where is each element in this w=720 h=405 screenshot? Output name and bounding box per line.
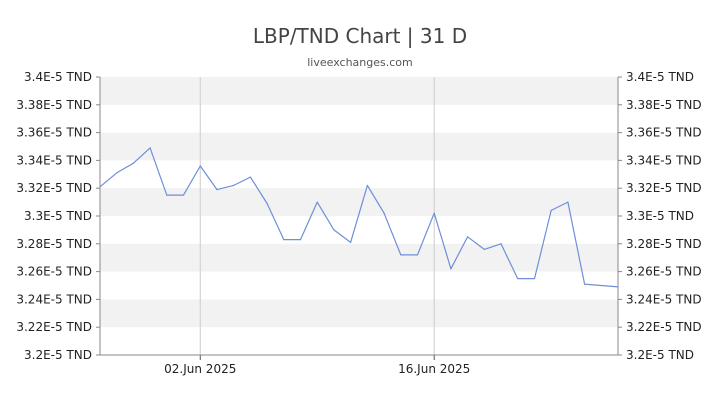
data-point <box>383 212 385 214</box>
data-point <box>132 162 135 164</box>
data-point <box>600 284 602 287</box>
data-point <box>416 254 419 256</box>
data-point <box>233 184 235 187</box>
y-axis-labels-left: 3.4E-5 TND 3.38E-5 TND 3.36E-5 TND 3.34E-5 … <box>16 70 100 362</box>
data-point <box>450 268 452 270</box>
data-point <box>350 241 352 244</box>
data-point <box>166 194 168 196</box>
y-tick-label-left: 3.36E-5 TND <box>16 126 92 140</box>
data-point <box>99 186 101 188</box>
data-point <box>249 176 251 178</box>
data-point <box>500 243 502 245</box>
data-point <box>517 277 519 280</box>
data-point <box>283 239 285 241</box>
vertical-gridlines <box>199 77 435 360</box>
data-point <box>567 201 569 203</box>
data-point <box>366 184 368 187</box>
y-tick-label-right: 3.24E-5 TND <box>626 292 702 306</box>
series <box>99 147 619 288</box>
grid-band <box>100 132 618 161</box>
y-tick-label-left: 3.26E-5 TND <box>16 265 92 279</box>
data-point <box>617 286 619 288</box>
data-point <box>266 202 268 205</box>
grid-bands <box>100 77 618 328</box>
y-tick-label-right: 3.28E-5 TND <box>626 237 702 251</box>
y-tick-label-right: 3.38E-5 TND <box>626 98 702 112</box>
y-tick-label-left: 3.28E-5 TND <box>16 237 92 251</box>
y-tick-label-left: 3.24E-5 TND <box>16 292 92 306</box>
grid-band <box>100 77 618 105</box>
data-point <box>182 194 185 196</box>
y-tick-label-left: 3.32E-5 TND <box>16 181 92 195</box>
chart-title: LBP/TND Chart | 31 D <box>252 24 468 48</box>
data-point <box>299 239 302 241</box>
grid-band <box>100 188 618 216</box>
data-point <box>467 236 469 238</box>
data-point <box>199 165 201 167</box>
x-tick-label: 16.Jun 2025 <box>398 362 470 376</box>
y-tick-label-left: 3.4E-5 TND <box>24 70 92 84</box>
y-axis-labels-right: 3.4E-5 TND 3.38E-5 TND 3.36E-5 TND 3.34E-5 … <box>618 70 702 362</box>
y-tick-label-right: 3.32E-5 TND <box>626 181 702 195</box>
data-point <box>433 212 435 214</box>
data-point <box>550 209 552 212</box>
data-point <box>316 201 318 203</box>
data-point <box>216 188 218 191</box>
data-point <box>583 283 586 285</box>
data-point <box>333 229 335 231</box>
y-tick-label-right: 3.2E-5 TND <box>626 348 694 362</box>
y-tick-label-right: 3.34E-5 TND <box>626 153 702 167</box>
x-tick-label: 02.Jun 2025 <box>164 362 236 376</box>
data-point <box>149 147 151 149</box>
x-axis-labels: 02.Jun 2025 16.Jun 2025 <box>164 362 470 376</box>
y-tick-label-right: 3.22E-5 TND <box>626 320 702 334</box>
data-point <box>400 254 402 256</box>
y-tick-label-left: 3.3E-5 TND <box>24 209 92 223</box>
y-tick-label-left: 3.2E-5 TND <box>24 348 92 362</box>
y-tick-label-right: 3.3E-5 TND <box>626 209 694 223</box>
y-tick-label-left: 3.34E-5 TND <box>16 153 92 167</box>
series-line <box>99 147 619 288</box>
y-tick-label-right: 3.36E-5 TND <box>626 126 702 140</box>
y-tick-label-left: 3.22E-5 TND <box>16 320 92 334</box>
grid-band <box>100 243 618 272</box>
y-tick-label-left: 3.38E-5 TND <box>16 98 92 112</box>
grid-band <box>100 299 618 328</box>
data-point <box>533 277 536 280</box>
chart-subtitle: liveexchanges.com <box>307 56 413 69</box>
y-tick-label-right: 3.4E-5 TND <box>626 70 694 84</box>
data-point <box>116 172 118 174</box>
y-tick-label-right: 3.26E-5 TND <box>626 265 702 279</box>
data-point <box>483 248 485 250</box>
